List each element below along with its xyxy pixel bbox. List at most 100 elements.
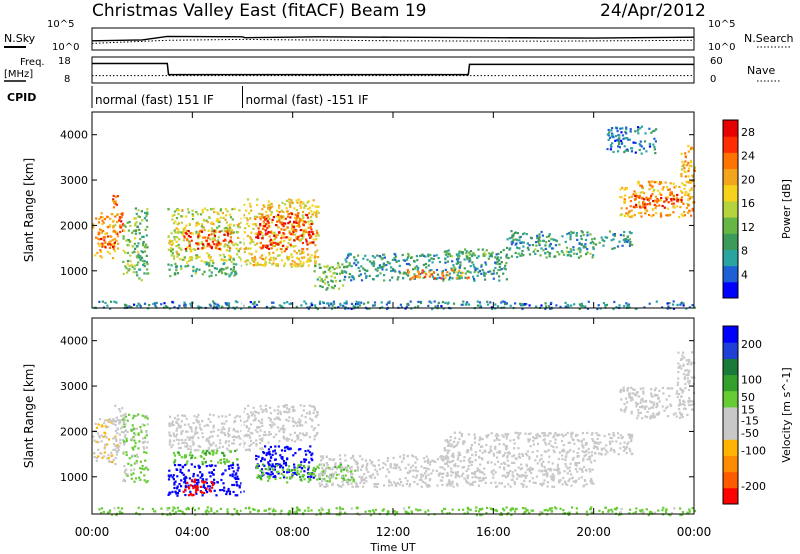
velocity-cell — [319, 463, 322, 466]
power-cell — [201, 273, 204, 276]
power-cell — [202, 244, 205, 247]
power-cell — [538, 243, 541, 247]
velocity-cell — [145, 415, 148, 418]
power-cell — [270, 247, 273, 250]
power-cell — [688, 164, 692, 167]
power-cell — [402, 259, 405, 262]
power-cell — [262, 244, 265, 247]
power-cell — [339, 304, 342, 307]
power-cell — [448, 278, 451, 281]
power-cell — [642, 201, 645, 204]
power-cell — [109, 243, 112, 246]
power-cell — [428, 259, 431, 262]
power-cell — [267, 247, 271, 250]
power-cell — [222, 216, 225, 219]
power-cell — [292, 226, 296, 229]
velocity-cell — [574, 461, 577, 465]
noise-sky-label: N.Sky — [4, 32, 36, 45]
velocity-cell — [328, 476, 331, 479]
velocity-cell — [274, 452, 277, 455]
velocity-cell — [234, 420, 237, 423]
power-cell — [508, 237, 511, 240]
velocity-cell — [502, 466, 506, 469]
power-cell — [182, 230, 185, 233]
power-cell — [295, 230, 298, 233]
power-cell — [133, 242, 136, 245]
velocity-cell — [134, 445, 137, 448]
velocity-cell — [523, 479, 526, 483]
power-region-11 — [343, 252, 508, 282]
power-cell — [101, 219, 104, 222]
power-cell — [331, 304, 334, 307]
velocity-cell — [230, 464, 233, 467]
power-cell — [528, 244, 531, 247]
power-cell — [544, 302, 547, 305]
power-cell — [444, 268, 447, 271]
power-cell — [460, 251, 463, 254]
velocity-cell — [594, 446, 597, 449]
velocity-cell — [531, 451, 534, 454]
velocity-cell — [532, 436, 535, 439]
velocity-cell — [654, 387, 657, 390]
power-cell — [312, 241, 315, 244]
power-cell — [472, 263, 475, 266]
power-cell — [261, 227, 265, 230]
velocity-cell — [134, 477, 138, 480]
velocity-region-13 — [619, 386, 696, 420]
velocity-cell — [255, 442, 258, 446]
power-cell — [344, 265, 347, 268]
power-cell — [206, 252, 209, 255]
velocity-cell — [320, 483, 323, 486]
velocity-cell — [506, 456, 509, 459]
velocity-cell — [97, 423, 100, 426]
velocity-cell — [654, 415, 657, 418]
velocity-cell — [256, 430, 259, 434]
power-cell — [550, 237, 553, 241]
power-cell — [310, 210, 313, 213]
power-cell — [619, 139, 623, 142]
power-cell — [216, 247, 219, 250]
power-cell — [672, 307, 675, 310]
velocity-cell — [585, 449, 588, 452]
velocity-cell — [108, 438, 111, 441]
velocity-cell — [591, 438, 594, 441]
power-cell — [266, 246, 269, 249]
power-cell — [131, 245, 134, 248]
power-cell — [203, 229, 206, 232]
velocity-cell — [488, 450, 491, 454]
velocity-cell — [283, 428, 286, 431]
velocity-cell — [577, 439, 580, 442]
velocity-cell — [401, 460, 404, 463]
power-region-6 — [183, 230, 234, 251]
velocity-cell — [191, 440, 194, 443]
velocity-cell — [257, 419, 260, 422]
velocity-cell — [286, 446, 289, 449]
power-cell — [188, 241, 191, 244]
velocity-cell — [173, 459, 177, 462]
power-cell — [458, 250, 461, 253]
velocity-cell — [182, 473, 185, 476]
noise-right-tick-low: 10^0 — [708, 42, 735, 53]
power-cell — [401, 253, 404, 257]
velocity-cell — [104, 425, 107, 428]
power-cell — [535, 241, 538, 244]
power-cell — [127, 244, 130, 247]
power-cell — [437, 301, 440, 304]
velocity-cell — [355, 483, 358, 486]
power-cell — [642, 147, 645, 150]
power-cell — [619, 196, 622, 199]
velocity-region-8 — [267, 404, 320, 443]
velocity-cell — [511, 455, 514, 458]
power-cell — [267, 221, 270, 224]
power-region-1 — [100, 235, 116, 249]
velocity-cell — [244, 434, 247, 437]
power-cell — [192, 270, 195, 273]
power-cell — [637, 132, 640, 135]
velocity-cell — [556, 434, 559, 437]
velocity-cell — [501, 474, 504, 477]
velocity-cell — [273, 423, 276, 426]
power-cell — [460, 271, 463, 274]
power-cell — [181, 258, 184, 261]
power-cell — [107, 235, 110, 238]
velocity-cell — [650, 401, 653, 404]
